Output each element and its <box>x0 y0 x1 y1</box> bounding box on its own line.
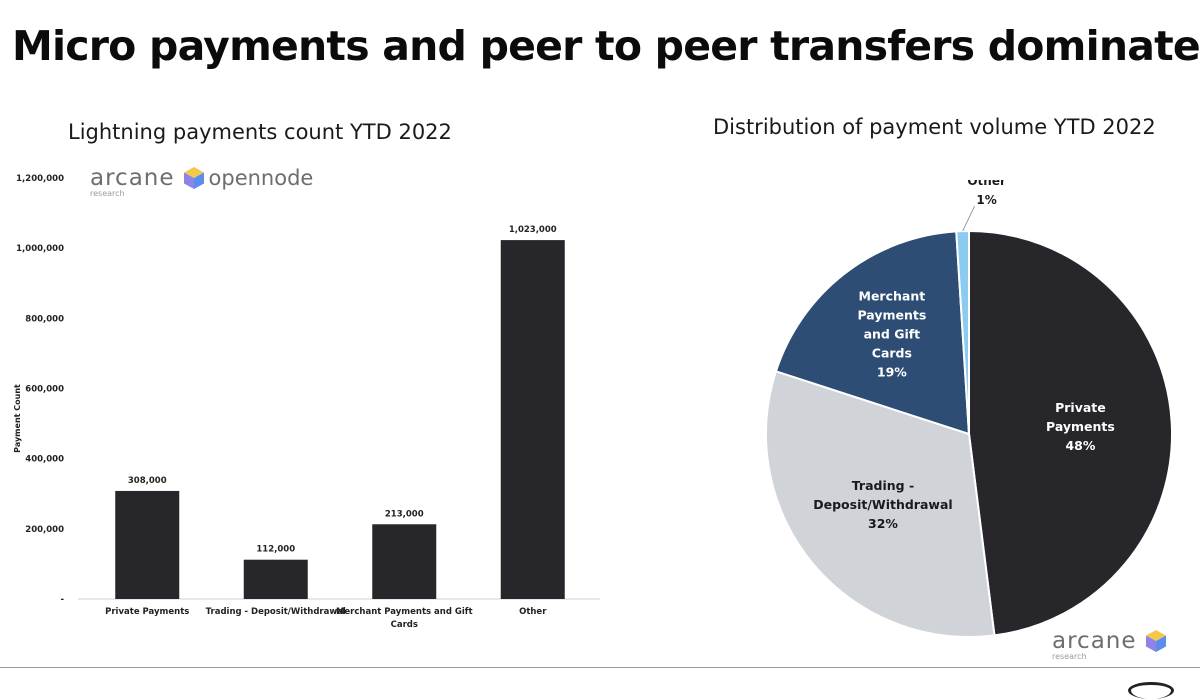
bar <box>372 524 437 599</box>
pie-slice-percent: 1% <box>976 193 996 207</box>
pie-slice-percent: 48% <box>1065 438 1095 453</box>
bar-chart: - 200,000 400,000 600,000 800,000 1,000,000 1,… <box>13 174 600 630</box>
y-tick-label: 1,200,000 <box>16 174 64 184</box>
y-tick-label: 800,000 <box>25 314 64 324</box>
arcane-wordmark: arcane <box>90 165 175 191</box>
pie-slice <box>955 229 970 435</box>
bar-data-label: 213,000 <box>385 509 424 519</box>
pie-slice-label: Payments <box>1046 419 1115 434</box>
bar-data-label: 308,000 <box>128 476 167 486</box>
pie-slice-label: Private <box>1055 400 1106 415</box>
x-tick-label: Other <box>519 607 547 617</box>
opennode-logo <box>1145 629 1167 653</box>
opennode-icon <box>1145 630 1166 652</box>
x-tick-label: Private Payments <box>105 607 189 617</box>
arcane-research-logo: arcane research <box>1052 629 1137 661</box>
pie-chart: Private Payments 48% Trading - Deposit/Withd… <box>765 180 1174 638</box>
bar-chart-title: Lightning payments count YTD 2022 <box>68 120 452 144</box>
pie-slice-label: Trading - <box>852 478 914 493</box>
bar <box>115 490 180 599</box>
y-tick-label: 200,000 <box>25 525 64 535</box>
y-tick-label: 600,000 <box>25 385 64 395</box>
y-axis-label: Payment Count <box>13 384 22 453</box>
arcane-subtitle: research <box>90 189 125 198</box>
y-tick-label: - <box>60 595 64 605</box>
bar <box>243 559 308 599</box>
pie-slice <box>765 370 996 638</box>
arcane-wordmark: arcane <box>1052 628 1137 654</box>
slide-title: Micro payments and peer to peer transfer… <box>12 22 1200 70</box>
footer-logo-fragment <box>1128 682 1174 699</box>
pie-slice-label: Merchant <box>859 289 926 304</box>
x-tick-label: Cards <box>391 620 418 630</box>
x-tick-label: Merchant Payments and Gift <box>336 607 473 617</box>
pie-slice-label: and Gift <box>864 327 921 342</box>
pie-slice-label: Payments <box>857 308 926 323</box>
y-tick-label: 400,000 <box>25 455 64 465</box>
pie-slice-percent: 32% <box>868 516 898 531</box>
arcane-research-logo: arcane research <box>90 166 175 198</box>
brand-logos-top: arcane research opennode <box>90 166 313 198</box>
pie-slice <box>774 230 971 436</box>
bar <box>500 240 565 599</box>
bar-data-label: 112,000 <box>256 545 295 555</box>
brand-logos-bottom: arcane research <box>1052 629 1167 661</box>
arcane-subtitle: research <box>1052 652 1087 661</box>
opennode-icon <box>183 167 204 189</box>
pie-leader-line <box>962 205 975 232</box>
pie-slice-label: Other <box>967 180 1006 188</box>
pie-slice-label: Deposit/Withdrawal <box>813 497 952 512</box>
pie-slice <box>968 229 1174 637</box>
pie-chart-title: Distribution of payment volume YTD 2022 <box>713 115 1156 139</box>
bar-data-label: 1,023,000 <box>509 225 557 235</box>
footer-divider <box>0 667 1200 668</box>
pie-slice-percent: 19% <box>877 365 907 380</box>
y-tick-label: 1,000,000 <box>16 244 64 254</box>
pie-slice-label: Cards <box>872 346 912 361</box>
x-tick-label: Trading - Deposit/Withdrawal <box>206 607 346 617</box>
opennode-logo: opennode <box>183 166 314 190</box>
opennode-wordmark: opennode <box>208 166 314 190</box>
